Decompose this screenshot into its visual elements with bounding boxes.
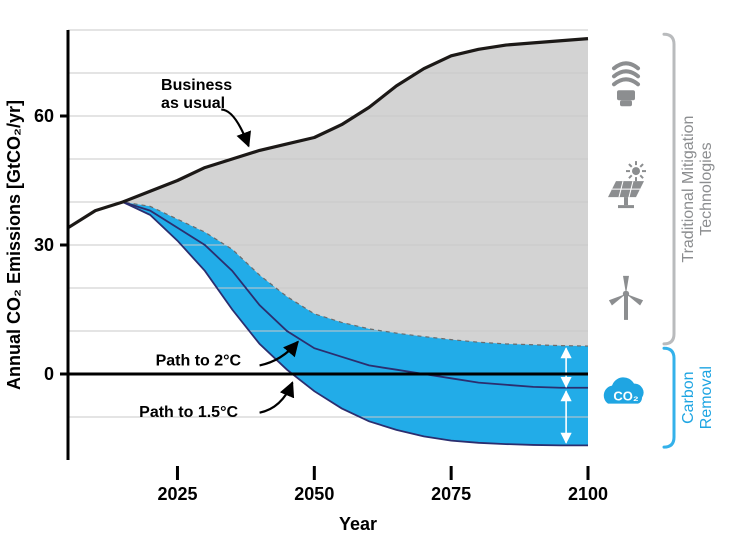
legend-label-mitigation: Traditional MitigationTechnologies	[680, 116, 715, 263]
emissions-chart: 0 30 60 2025 2050 2075 2100 Annual CO₂ Emission…	[0, 0, 754, 557]
annotation-path-1-5c: Path to 1.5°C	[139, 383, 292, 421]
bracket-mitigation	[664, 34, 674, 344]
y-tick-label: 30	[34, 235, 54, 255]
svg-text:Path to 2°C: Path to 2°C	[156, 352, 242, 369]
legend-label-carbon: CarbonRemoval	[680, 366, 715, 429]
y-tick-label: 0	[44, 364, 54, 384]
y-tick-label: 60	[34, 106, 54, 126]
svg-text:as usual: as usual	[161, 95, 225, 112]
co2-cloud-icon: CO₂	[604, 377, 644, 403]
x-tick-label: 2075	[431, 484, 471, 504]
x-tick-label: 2050	[294, 484, 334, 504]
solar-panel-icon	[608, 161, 646, 208]
x-tick-label: 2025	[157, 484, 197, 504]
wind-turbine-icon	[609, 276, 643, 320]
svg-text:Business: Business	[161, 77, 232, 94]
svg-text:Traditional Mitigation: Traditional Mitigation	[680, 116, 697, 263]
svg-text:Technologies: Technologies	[698, 142, 715, 235]
svg-text:Removal: Removal	[698, 366, 715, 429]
x-axis-label: Year	[339, 514, 377, 534]
cfl-bulb-icon	[614, 63, 638, 106]
bracket-carbon	[664, 348, 674, 447]
svg-text:Carbon: Carbon	[680, 371, 697, 423]
y-axis-label: Annual CO₂ Emissions [GtCO₂/yr]	[4, 100, 24, 390]
annotation-bau: Businessas usual	[161, 77, 249, 146]
svg-text:CO₂: CO₂	[613, 389, 639, 404]
svg-text:Path to 1.5°C: Path to 1.5°C	[139, 404, 238, 421]
x-tick-label: 2100	[568, 484, 608, 504]
